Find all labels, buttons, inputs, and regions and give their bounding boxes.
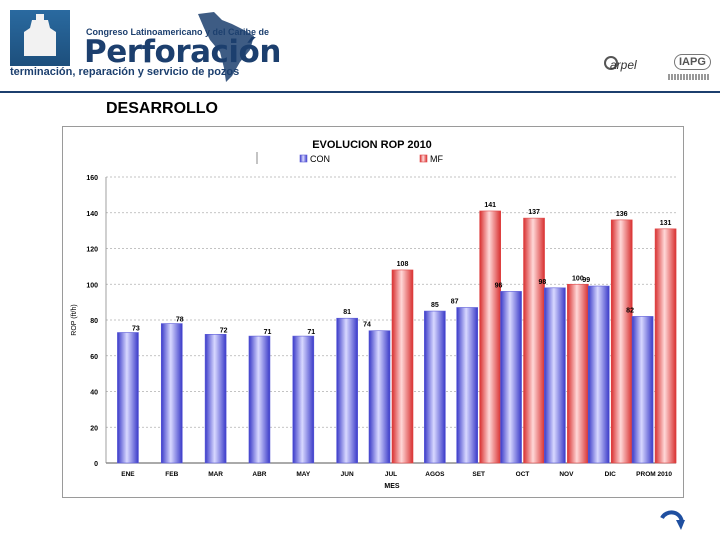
y-tick-label: 60 — [90, 354, 98, 361]
data-label: 87 — [451, 298, 459, 305]
return-arrow-icon[interactable] — [658, 508, 686, 534]
data-label: 98 — [538, 279, 546, 286]
data-label: 72 — [220, 327, 228, 334]
bar-con — [631, 316, 654, 464]
bar-mf — [610, 219, 633, 464]
bar-mf — [567, 283, 589, 464]
y-tick-label: 0 — [94, 461, 98, 468]
x-axis-label: MES — [384, 483, 400, 490]
data-label: 131 — [660, 220, 672, 227]
arpel-logo-icon — [604, 56, 618, 70]
x-tick-label: DIC — [605, 471, 617, 478]
data-label: 82 — [626, 307, 634, 314]
data-label: 136 — [616, 211, 628, 218]
bar-con — [204, 334, 227, 464]
x-tick-label: JUL — [385, 471, 397, 478]
y-tick-label: 100 — [86, 282, 98, 289]
arpel-logo: arpel — [610, 58, 637, 72]
x-tick-label: MAY — [296, 471, 311, 478]
section-title: DESARROLLO — [106, 100, 218, 117]
bar-mf — [654, 228, 677, 464]
data-label: 71 — [264, 329, 272, 336]
header-banner: Congreso Latinoamericano y del Caribe de… — [0, 0, 720, 93]
bar-mf — [479, 210, 501, 464]
y-tick-label: 40 — [90, 390, 98, 397]
bar-con — [368, 330, 391, 464]
bar-con — [160, 323, 183, 464]
y-axis-label: ROP (ft/h) — [71, 304, 78, 335]
data-label: 96 — [495, 282, 503, 289]
x-tick-label: JUN — [341, 471, 354, 478]
bar-con — [336, 317, 358, 464]
bar-con — [500, 291, 522, 464]
header-divider — [0, 91, 720, 93]
y-tick-label: 120 — [86, 247, 98, 254]
data-label: 74 — [363, 322, 371, 329]
data-label: 71 — [307, 329, 315, 336]
data-label: 78 — [176, 317, 184, 324]
event-subtitle: terminación, reparación y servicio de po… — [10, 66, 240, 78]
iapg-caption — [668, 74, 710, 80]
bar-con — [117, 332, 139, 464]
data-label: 141 — [484, 202, 496, 209]
data-label: 99 — [582, 277, 590, 284]
bar-mf — [391, 269, 414, 464]
congress-line: Congreso Latinoamericano y del Caribe de — [86, 27, 270, 37]
iapg-logo: IAPG — [674, 54, 711, 70]
data-label: 85 — [431, 302, 439, 309]
latin-america-map-icon — [198, 12, 254, 82]
x-tick-label: ABR — [252, 471, 266, 478]
legend-label-con: CON — [310, 154, 330, 164]
x-tick-label: PROM 2010 — [636, 471, 672, 478]
rop-chart: EVOLUCION ROP 2010 CON MF 0 20 40 60 80 100 120 14… — [71, 139, 677, 490]
data-label: 73 — [132, 326, 140, 333]
data-label: 137 — [528, 209, 540, 216]
x-tick-label: ENE — [121, 471, 135, 478]
y-tick-label: 140 — [86, 211, 98, 218]
bar-con — [292, 335, 315, 464]
x-tick-label: SET — [472, 471, 485, 478]
chart-title: EVOLUCION ROP 2010 — [312, 139, 432, 151]
y-tick-label: 160 — [86, 175, 98, 182]
legend-label-mf: MF — [430, 154, 443, 164]
data-label: 100 — [572, 275, 584, 282]
congress-logo — [10, 10, 70, 66]
x-tick-label: FEB — [165, 471, 178, 478]
bar-con — [248, 335, 271, 464]
x-tick-label: OCT — [516, 471, 530, 478]
y-tick-label: 20 — [90, 425, 98, 432]
legend-swatch-con — [299, 154, 308, 163]
legend-swatch-mf — [419, 154, 428, 163]
data-label: 108 — [397, 261, 409, 268]
bar-mf — [523, 217, 545, 464]
data-label: 81 — [343, 309, 351, 316]
bar-con — [587, 285, 610, 464]
x-tick-label: AGOS — [425, 471, 445, 478]
y-tick-label: 80 — [90, 318, 98, 325]
bar-con — [544, 287, 566, 464]
x-tick-label: MAR — [208, 471, 223, 478]
bar-con — [456, 307, 478, 464]
x-tick-label: NOV — [559, 471, 574, 478]
bar-con — [424, 310, 446, 464]
